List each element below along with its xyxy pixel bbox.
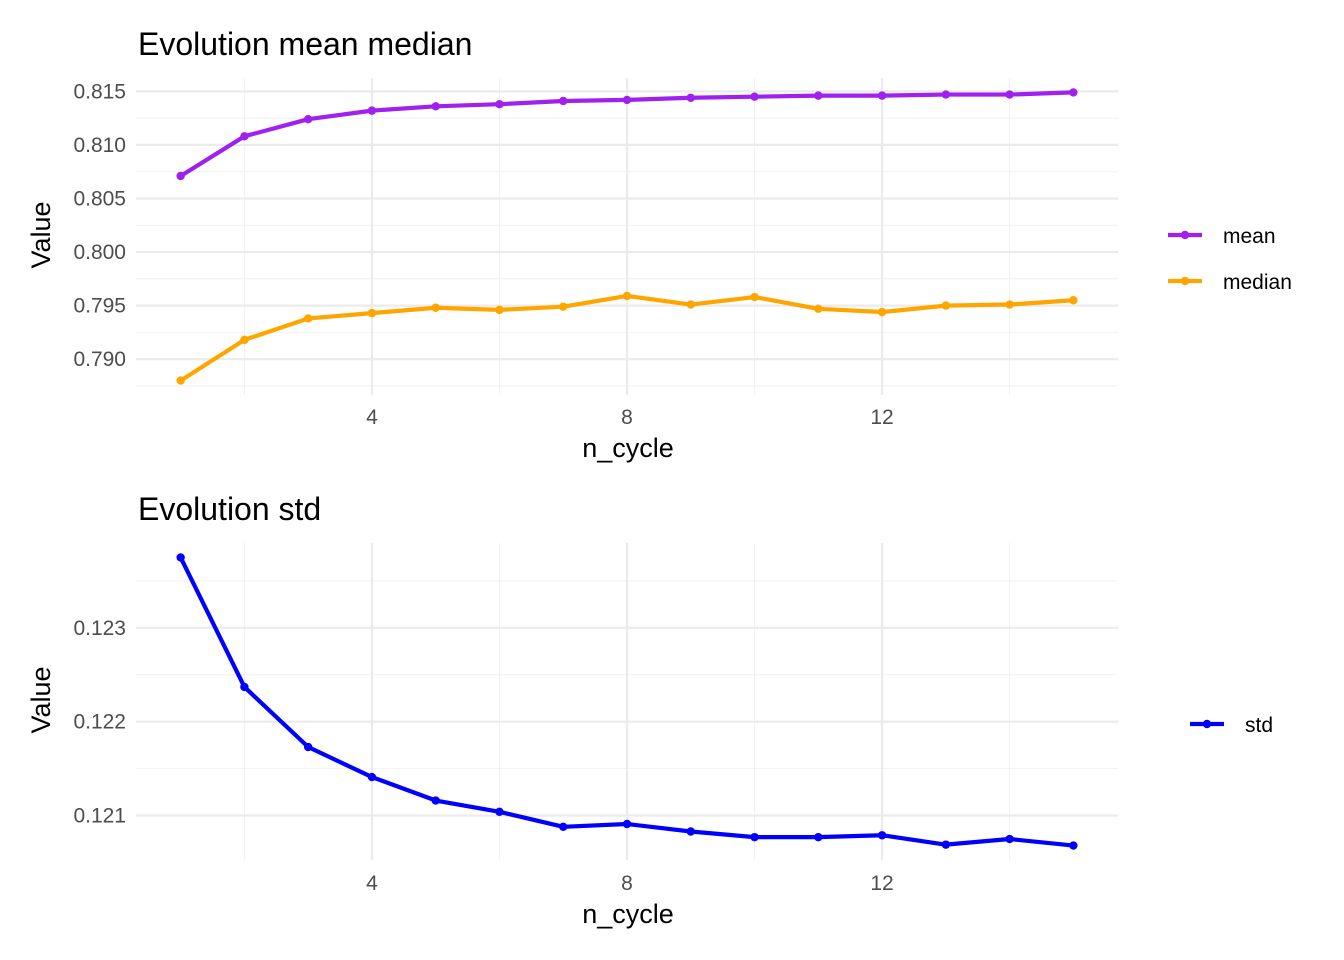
x-axis-title: n_cycle xyxy=(582,433,674,463)
y-axis-title: Value xyxy=(26,666,56,733)
chart-title: Evolution std xyxy=(138,491,321,527)
y-tick-labels: 0.790 0.795 0.800 0.805 0.810 0.815 xyxy=(73,80,126,371)
chart-title: Evolution mean median xyxy=(138,26,472,62)
data-point-median xyxy=(750,292,759,302)
data-point-median xyxy=(941,301,951,310)
data-point-median xyxy=(431,303,440,312)
data-point-mean xyxy=(303,114,313,124)
x-tick-label: 12 xyxy=(870,406,893,429)
legend-key-point-std xyxy=(1202,719,1212,729)
y-tick-label: 0.815 xyxy=(73,80,126,103)
series-layer xyxy=(176,88,1078,385)
data-point-median xyxy=(367,308,377,318)
data-point-std xyxy=(431,796,440,805)
x-tick-label: 8 xyxy=(621,406,633,429)
y-tick-label: 0.121 xyxy=(73,805,126,828)
data-point-std xyxy=(303,742,313,752)
data-point-std xyxy=(1005,834,1014,844)
data-point-std xyxy=(1069,841,1078,850)
y-tick-label: 0.800 xyxy=(73,241,126,264)
grid xyxy=(136,78,1118,395)
data-point-mean xyxy=(559,96,568,106)
data-point-median xyxy=(1069,296,1078,305)
data-point-median xyxy=(559,302,568,311)
data-point-mean xyxy=(1005,90,1014,99)
data-point-mean xyxy=(495,99,504,109)
data-point-mean xyxy=(431,102,440,111)
data-point-std xyxy=(559,822,568,832)
data-point-mean xyxy=(622,95,632,105)
data-point-mean xyxy=(367,106,377,115)
data-point-median xyxy=(686,300,695,309)
y-tick-label: 0.122 xyxy=(73,711,126,734)
chart-mean-median: Evolution mean median 0.790 0.795 0.800 0.8… xyxy=(26,26,1292,463)
data-point-median xyxy=(877,307,887,317)
data-point-mean xyxy=(176,171,185,181)
grid xyxy=(136,543,1118,860)
chart-std: Evolution std 0.121 0.122 0.123 4 8 12 n_cyc… xyxy=(26,491,1273,929)
x-tick-label: 8 xyxy=(621,872,633,895)
x-tick-label: 4 xyxy=(366,406,378,429)
x-axis-title: n_cycle xyxy=(582,899,674,929)
data-point-mean xyxy=(941,90,951,99)
data-point-std xyxy=(240,682,249,692)
data-point-mean xyxy=(750,92,759,101)
y-axis-title: Value xyxy=(26,201,56,268)
y-tick-label: 0.790 xyxy=(73,348,126,371)
legend: std xyxy=(1190,714,1273,737)
data-point-mean xyxy=(1069,88,1078,97)
x-tick-label: 12 xyxy=(870,872,893,895)
y-tick-label: 0.123 xyxy=(73,617,126,640)
data-point-std xyxy=(877,831,887,840)
data-point-std xyxy=(176,553,185,562)
data-point-median xyxy=(240,335,249,345)
y-tick-label: 0.805 xyxy=(73,187,126,210)
legend-label-mean: mean xyxy=(1223,225,1276,248)
series-layer xyxy=(176,553,1078,850)
data-point-median xyxy=(1005,300,1014,309)
data-point-median xyxy=(176,376,185,385)
data-point-mean xyxy=(686,93,695,102)
data-point-std xyxy=(750,832,759,842)
legend-key-point-median xyxy=(1180,276,1190,286)
data-point-std xyxy=(367,772,377,782)
data-point-mean xyxy=(814,91,823,100)
data-point-std xyxy=(495,807,504,816)
data-point-std xyxy=(941,840,951,849)
y-tick-labels: 0.121 0.122 0.123 xyxy=(73,617,126,828)
legend-label-std: std xyxy=(1245,714,1273,737)
y-tick-label: 0.810 xyxy=(73,134,126,157)
data-point-mean xyxy=(240,132,249,141)
data-point-std xyxy=(686,827,695,836)
legend: mean median xyxy=(1168,225,1292,294)
data-point-std xyxy=(814,832,823,842)
data-point-mean xyxy=(877,91,887,100)
data-point-median xyxy=(303,314,313,323)
legend-key-point-mean xyxy=(1180,230,1190,240)
data-point-median xyxy=(495,305,504,315)
data-point-std xyxy=(622,819,632,829)
data-point-median xyxy=(622,291,632,301)
x-tick-labels: 4 8 12 xyxy=(366,406,894,429)
x-tick-label: 4 xyxy=(366,872,378,895)
legend-label-median: median xyxy=(1223,271,1292,294)
x-tick-labels: 4 8 12 xyxy=(366,872,894,895)
y-tick-label: 0.795 xyxy=(73,295,126,318)
data-point-median xyxy=(814,304,823,314)
